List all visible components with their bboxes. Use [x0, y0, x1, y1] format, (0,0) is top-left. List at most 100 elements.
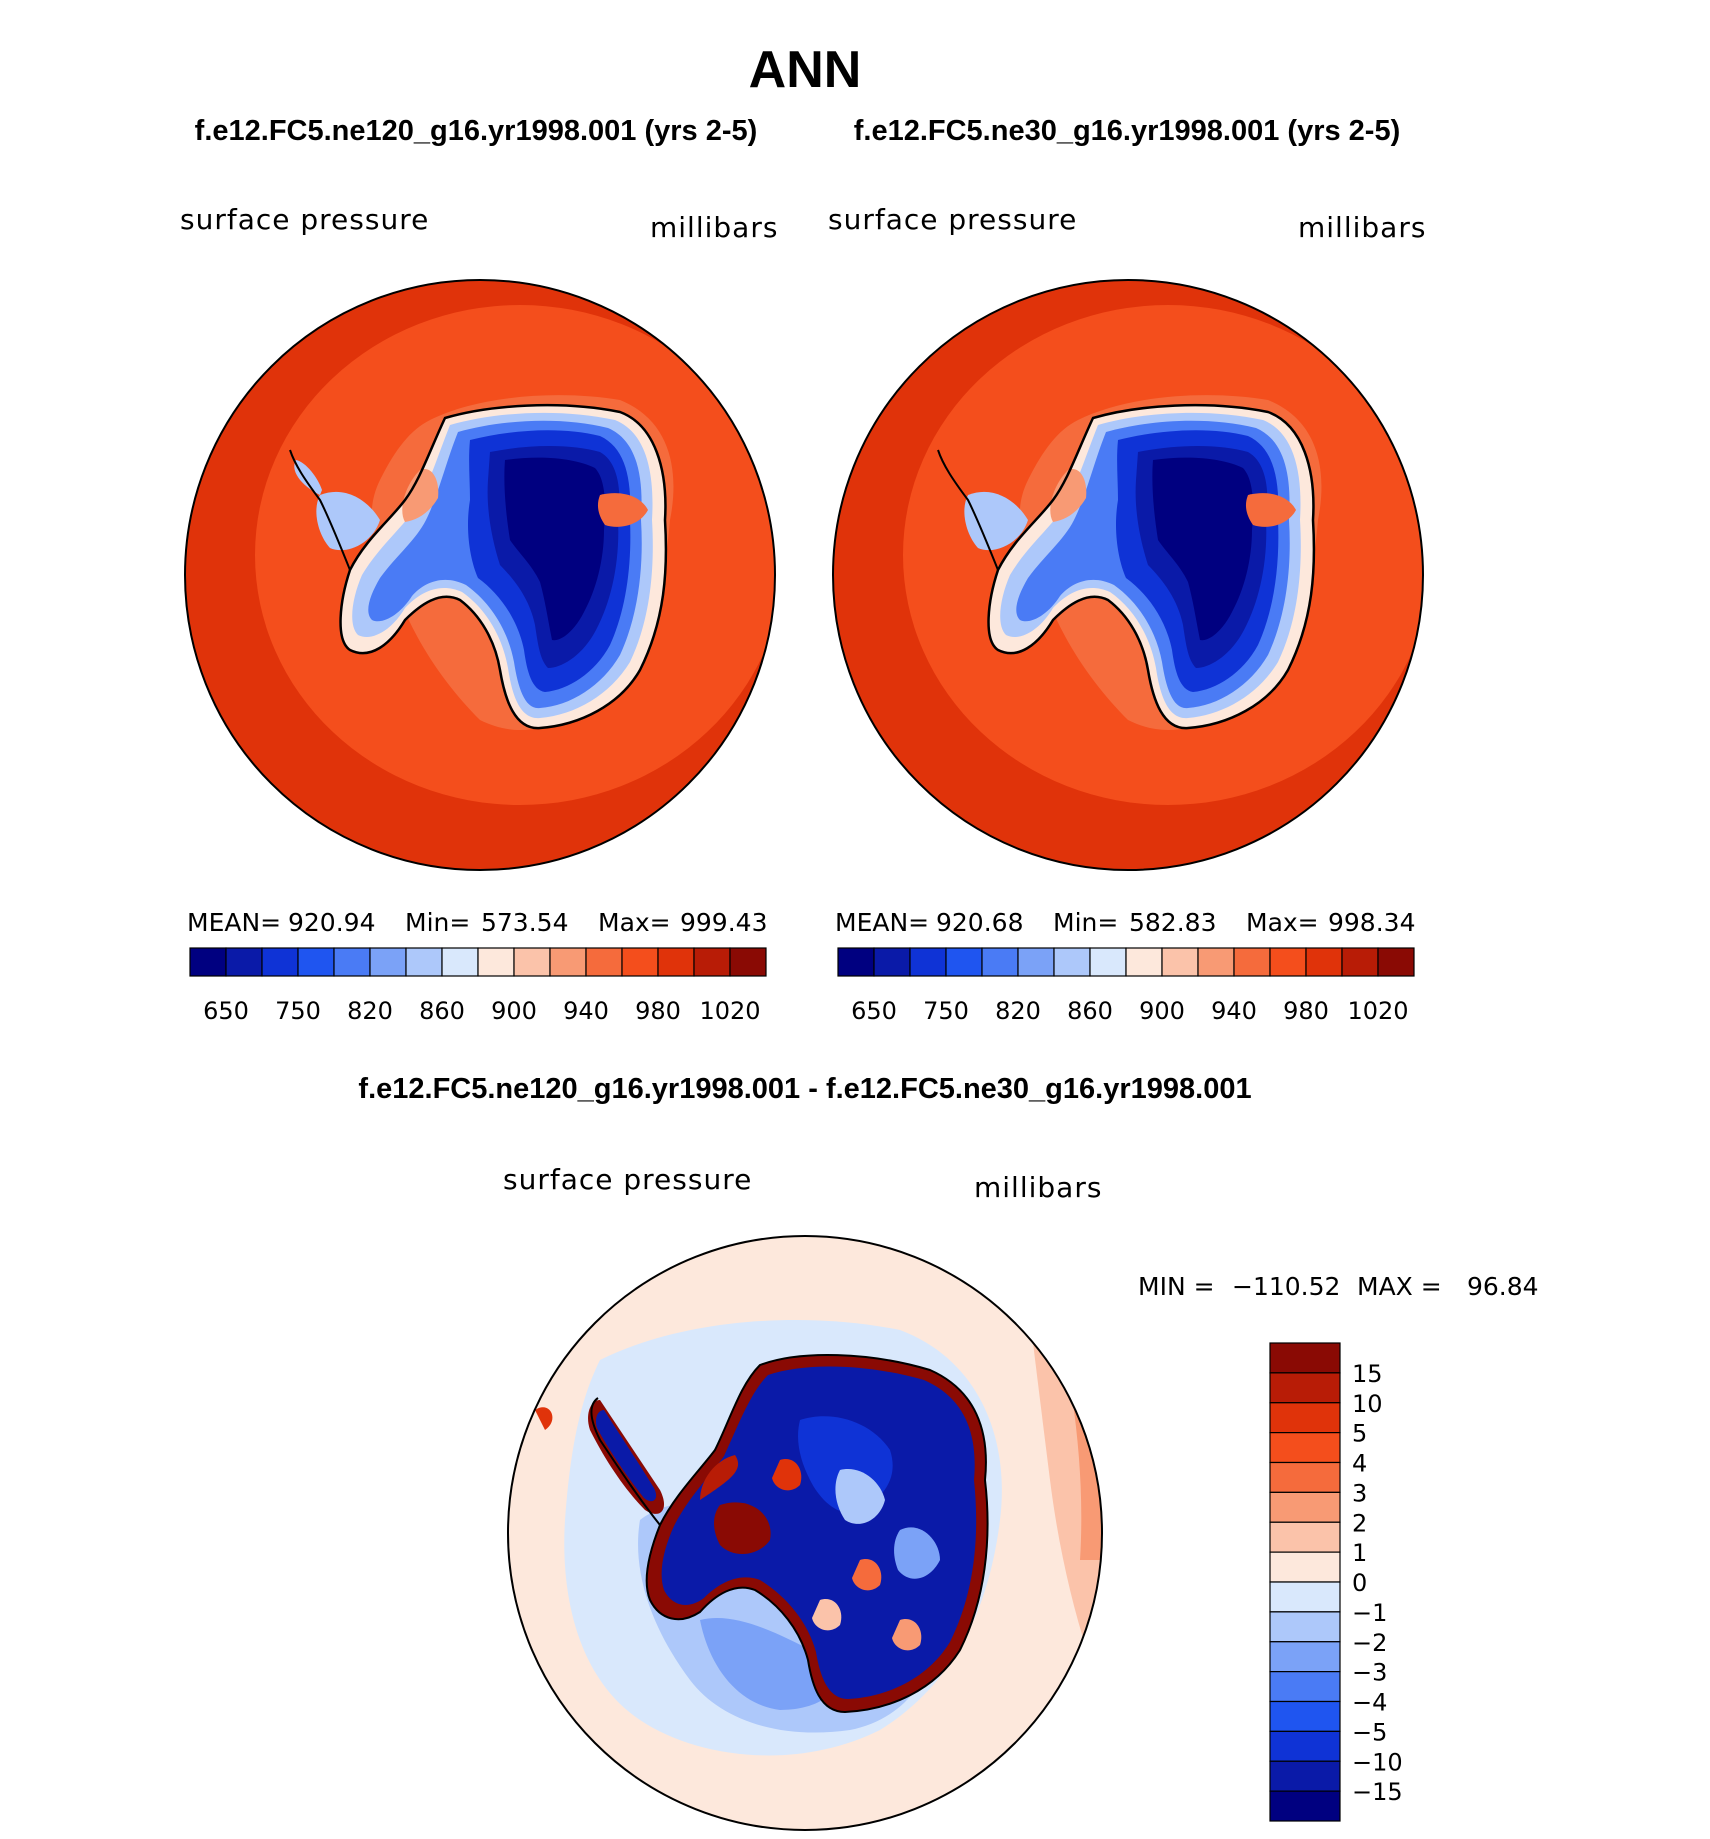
- panel-1-min-value: 573.54: [481, 908, 568, 937]
- panel-1-colorbar-swatch: [369, 947, 407, 977]
- panel-1-colorbar-swatch: [477, 947, 515, 977]
- panel-2-colorbar-tick-label: 750: [923, 997, 969, 1025]
- panel-1-colorbar-tick-label: 860: [419, 997, 465, 1025]
- panel-2-colorbar-swatch: [873, 947, 911, 977]
- panel-1-colorbar-swatch: [621, 947, 659, 977]
- diff-antarctica: [535, 1354, 989, 1714]
- diff-minmax: MIN = −110.52 MAX = 96.84: [1138, 1272, 1539, 1301]
- diff-colorbar-swatch: [1269, 1402, 1341, 1434]
- diff-colorbar-swatch: [1269, 1700, 1341, 1732]
- diff-min-label: MIN =: [1138, 1272, 1215, 1301]
- diff-colorbar-swatch: [1269, 1760, 1341, 1792]
- diff-colorbar-tick-label: −10: [1352, 1748, 1403, 1776]
- panel-1-colorbar-swatch: [693, 947, 731, 977]
- panel-1-colorbar-tick-label: 750: [275, 997, 321, 1025]
- panel-1-colorbar: 650 750 820 860 900 940 980 1020: [189, 947, 767, 1025]
- panel-1-colorbar-tick-label: 900: [491, 997, 537, 1025]
- diff-colorbar-tick-label: −5: [1352, 1718, 1387, 1746]
- panel-2-colorbar-swatch: [1341, 947, 1379, 977]
- panel-2-colorbar-swatch: [1269, 947, 1307, 977]
- diff-colorbar-tick-label: 5: [1352, 1420, 1367, 1448]
- diff-colorbar-swatch: [1269, 1611, 1341, 1643]
- panel-2-case-title: f.e12.FC5.ne30_g16.yr1998.001 (yrs 2-5): [854, 115, 1401, 147]
- panel-2-colorbar-swatch: [1233, 947, 1271, 977]
- diff-colorbar-swatch: [1269, 1521, 1341, 1553]
- panel-1-colorbar-swatch: [513, 947, 551, 977]
- panel-2-colorbar-tick-label: 1020: [1347, 997, 1408, 1025]
- panel-1-antarctica: [289, 403, 668, 730]
- panel-2-max-value: 998.34: [1328, 908, 1415, 937]
- panel-2-min-value: 582.83: [1129, 908, 1216, 937]
- panel-2-colorbar-swatch: [1305, 947, 1343, 977]
- diff-colorbar-swatch: [1269, 1491, 1341, 1523]
- panel-1-colorbar-swatch: [333, 947, 371, 977]
- panel-1-colorbar-tick-label: 650: [203, 997, 249, 1025]
- panel-1-colorbar-swatch: [729, 947, 767, 977]
- diff-colorbar-tick-label: 4: [1352, 1450, 1367, 1478]
- diff-colorbar-tick-label: −1: [1352, 1599, 1387, 1627]
- panel-2-colorbar-tick-label: 980: [1283, 997, 1329, 1025]
- panel-2-colorbar-tick-label: 820: [995, 997, 1041, 1025]
- panel-2-colorbar-tick-label: 860: [1067, 997, 1113, 1025]
- diff-max-label: MAX =: [1357, 1272, 1442, 1301]
- diff-colorbar-tick-label: −4: [1352, 1689, 1387, 1717]
- panel-2-colorbar-tick-label: 900: [1139, 997, 1185, 1025]
- panel-1-colorbar-tick-label: 940: [563, 997, 609, 1025]
- panel-2-colorbar-swatch: [1017, 947, 1055, 977]
- diff-colorbar-swatch: [1269, 1730, 1341, 1762]
- panel-1-min-label: Min=: [405, 908, 470, 937]
- diff-min-value: −110.52: [1232, 1272, 1340, 1301]
- diff-colorbar-swatch: [1269, 1790, 1341, 1822]
- diff-colorbar-tick-label: 15: [1352, 1360, 1383, 1388]
- panel-2-mean-value: 920.68: [936, 908, 1023, 937]
- panel-1-map-border: [184, 279, 776, 871]
- panel-2-colorbar-swatch: [981, 947, 1019, 977]
- panel-2-colorbar-swatch: [945, 947, 983, 977]
- panel-1-colorbar-swatch: [189, 947, 227, 977]
- diff-colorbar-swatch: [1269, 1551, 1341, 1583]
- panel-2-colorbar-swatch: [837, 947, 875, 977]
- diff-colorbar-tick-label: 10: [1352, 1390, 1383, 1418]
- panel-2-max-label: Max=: [1246, 908, 1319, 937]
- page-title: ANN: [749, 41, 862, 99]
- diff-colorbar-swatch: [1269, 1671, 1341, 1703]
- panel-1-max-value: 999.43: [680, 908, 767, 937]
- diff-colorbar-tick-label: 1: [1352, 1539, 1367, 1567]
- panel-2-colorbar: 650 750 820 860 900 940 980 1020: [837, 947, 1415, 1025]
- panel-1-units-label: millibars: [650, 211, 778, 244]
- panel-1-colorbar-tick-label: 980: [635, 997, 681, 1025]
- panel-1-colorbar-swatch: [261, 947, 299, 977]
- panel-2-colorbar-swatch: [1197, 947, 1235, 977]
- panel-1-stats: MEAN= 920.94 Min= 573.54 Max= 999.43: [187, 908, 767, 937]
- diff-colorbar-tick-label: −2: [1352, 1629, 1387, 1657]
- diff-colorbar-swatch: [1269, 1372, 1341, 1404]
- diff-colorbar-tick-label: −3: [1352, 1659, 1387, 1687]
- panel-1-colorbar-swatch: [225, 947, 263, 977]
- diff-max-value: 96.84: [1467, 1272, 1539, 1301]
- panel-1-colorbar-swatch: [549, 947, 587, 977]
- panel-2-colorbar-swatch: [1377, 947, 1415, 977]
- panel-1-mean-label: MEAN=: [187, 908, 281, 937]
- panel-1-max-label: Max=: [598, 908, 671, 937]
- panel-2-colorbar-swatch: [1089, 947, 1127, 977]
- diff-colorbar-swatch: [1269, 1432, 1341, 1464]
- panel-2-mean-label: MEAN=: [835, 908, 929, 937]
- diff-colorbar-tick-label: −15: [1352, 1778, 1403, 1806]
- panel-1-colorbar-tick-label: 1020: [699, 997, 760, 1025]
- panel-1-colorbar-swatch: [585, 947, 623, 977]
- panel-2-colorbar-tick-label: 940: [1211, 997, 1257, 1025]
- panel-1-polar-map: [185, 280, 775, 870]
- diff-colorbar-swatch: [1269, 1581, 1341, 1613]
- diff-field-label: surface pressure: [503, 1163, 752, 1196]
- panel-1-colorbar-swatch: [657, 947, 695, 977]
- diff-units-label: millibars: [974, 1171, 1102, 1204]
- diff-title: f.e12.FC5.ne120_g16.yr1998.001 - f.e12.F…: [358, 1073, 1251, 1105]
- panel-2-stats: MEAN= 920.68 Min= 582.83 Max= 998.34: [835, 908, 1415, 937]
- diff-colorbar-tick-label: 2: [1352, 1509, 1367, 1537]
- panel-1-colorbar-swatch: [441, 947, 479, 977]
- panel-1-mean-value: 920.94: [288, 908, 375, 937]
- panel-2-colorbar-swatch: [909, 947, 947, 977]
- panel-2-units-label: millibars: [1298, 211, 1426, 244]
- diff-polar-map: [508, 1236, 1102, 1830]
